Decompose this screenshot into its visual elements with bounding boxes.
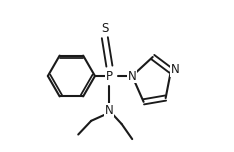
Text: N: N: [170, 63, 179, 76]
Text: S: S: [101, 22, 109, 35]
Text: P: P: [106, 69, 113, 83]
Text: N: N: [105, 104, 114, 117]
Text: N: N: [128, 69, 137, 83]
